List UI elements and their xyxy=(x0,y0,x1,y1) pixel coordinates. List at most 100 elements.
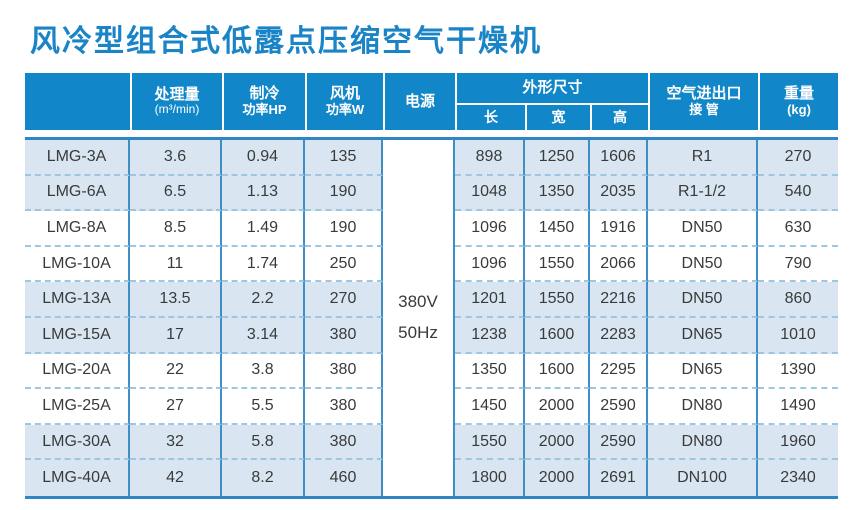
cooling-cell: 0.94 xyxy=(222,140,305,176)
header-pipe-line1: 空气进出口 xyxy=(666,85,742,103)
capacity-cell: 8.5 xyxy=(130,211,222,247)
capacity-cell: 42 xyxy=(130,460,222,496)
length-cell: 1450 xyxy=(455,389,525,425)
height-cell: 2590 xyxy=(590,389,648,425)
spec-table: 处理量 (m³/min) 制冷 功率HP 风机 功率W 电源 外形尺寸 长 宽 … xyxy=(25,73,838,499)
capacity-cell: 17 xyxy=(130,317,222,354)
header-weight-line1: 重量 xyxy=(783,85,814,103)
header-dim-width: 宽 xyxy=(525,103,590,130)
capacity-cell: 22 xyxy=(130,353,222,390)
header-power-supply: 电源 xyxy=(383,73,455,130)
width-cell: 1550 xyxy=(525,282,590,318)
header-dim-height: 高 xyxy=(590,103,648,130)
header-weight: 重量 (kg) xyxy=(758,73,838,130)
height-cell: 1916 xyxy=(590,211,648,247)
model-cell: LMG-8A xyxy=(25,211,130,247)
cooling-cell: 3.14 xyxy=(222,317,305,354)
header-cooling-line1: 制冷 xyxy=(249,85,280,103)
height-cell: 2590 xyxy=(590,424,648,461)
header-dim-length: 长 xyxy=(455,103,525,130)
length-cell: 1350 xyxy=(455,353,525,390)
weight-cell: 630 xyxy=(758,211,838,247)
page-title: 风冷型组合式低露点压缩空气干燥机 xyxy=(30,25,542,58)
pipe-cell: DN65 xyxy=(648,317,758,354)
pipe-cell: DN80 xyxy=(648,424,758,461)
height-cell: 2216 xyxy=(590,282,648,318)
table-body: 380V 50Hz LMG-3A 3.6 0.94 135 898 1250 1606 R1 2… xyxy=(25,137,838,499)
length-cell: 1096 xyxy=(455,246,525,283)
weight-cell: 1390 xyxy=(758,353,838,390)
length-cell: 1550 xyxy=(455,424,525,461)
length-cell: 1800 xyxy=(455,460,525,496)
fan-cell: 250 xyxy=(305,246,383,283)
header-pipe-line2: 接 管 xyxy=(689,101,719,117)
weight-cell: 1490 xyxy=(758,389,838,425)
pipe-cell: DN50 xyxy=(648,211,758,247)
pipe-cell: DN80 xyxy=(648,389,758,425)
fan-cell: 380 xyxy=(305,424,383,461)
header-air-pipe: 空气进出口 接 管 xyxy=(648,73,758,130)
pipe-cell: R1-1/2 xyxy=(648,175,758,212)
cooling-cell: 8.2 xyxy=(222,460,305,496)
header-cooling-line2: 功率HP xyxy=(242,101,287,117)
width-cell: 1350 xyxy=(525,175,590,212)
cooling-cell: 1.49 xyxy=(222,211,305,247)
fan-cell: 380 xyxy=(305,353,383,390)
power-frequency: 50Hz xyxy=(398,322,438,342)
height-cell: 2691 xyxy=(590,460,648,496)
weight-cell: 540 xyxy=(758,175,838,212)
header-weight-unit: (kg) xyxy=(787,101,811,117)
model-cell: LMG-20A xyxy=(25,353,130,390)
weight-cell: 2340 xyxy=(758,460,838,496)
weight-cell: 270 xyxy=(758,140,838,176)
fan-cell: 190 xyxy=(305,175,383,212)
header-fan-power: 风机 功率W xyxy=(305,73,383,130)
height-cell: 2066 xyxy=(590,246,648,283)
width-cell: 1450 xyxy=(525,211,590,247)
length-cell: 1201 xyxy=(455,282,525,318)
pipe-cell: DN50 xyxy=(648,246,758,283)
width-cell: 1250 xyxy=(525,140,590,176)
width-cell: 2000 xyxy=(525,424,590,461)
model-cell: LMG-10A xyxy=(25,246,130,283)
pipe-cell: DN100 xyxy=(648,460,758,496)
cooling-cell: 1.13 xyxy=(222,175,305,212)
capacity-cell: 11 xyxy=(130,246,222,283)
cooling-cell: 2.2 xyxy=(222,282,305,318)
header-fan-line2: 功率W xyxy=(325,101,365,117)
length-cell: 898 xyxy=(455,140,525,176)
weight-cell: 860 xyxy=(758,282,838,318)
cooling-cell: 5.8 xyxy=(222,424,305,461)
fan-cell: 135 xyxy=(305,140,383,176)
power-voltage: 380V xyxy=(398,292,438,312)
width-cell: 2000 xyxy=(525,389,590,425)
header-model xyxy=(25,73,130,130)
header-cooling-power: 制冷 功率HP xyxy=(222,73,305,130)
width-cell: 2000 xyxy=(525,460,590,496)
model-cell: LMG-25A xyxy=(25,389,130,425)
fan-cell: 380 xyxy=(305,389,383,425)
capacity-cell: 32 xyxy=(130,424,222,461)
width-cell: 1600 xyxy=(525,353,590,390)
height-cell: 2283 xyxy=(590,317,648,354)
model-cell: LMG-13A xyxy=(25,282,130,318)
power-supply-cell: 380V 50Hz xyxy=(383,140,455,496)
height-cell: 2035 xyxy=(590,175,648,212)
model-cell: LMG-6A xyxy=(25,175,130,212)
cooling-cell: 5.5 xyxy=(222,389,305,425)
length-cell: 1096 xyxy=(455,211,525,247)
cooling-cell: 3.8 xyxy=(222,353,305,390)
fan-cell: 270 xyxy=(305,282,383,318)
weight-cell: 1010 xyxy=(758,317,838,354)
header-capacity-line1: 处理量 xyxy=(154,85,200,103)
height-cell: 1606 xyxy=(590,140,648,176)
capacity-cell: 3.6 xyxy=(130,140,222,176)
length-cell: 1048 xyxy=(455,175,525,212)
pipe-cell: DN50 xyxy=(648,282,758,318)
capacity-cell: 13.5 xyxy=(130,282,222,318)
model-cell: LMG-40A xyxy=(25,460,130,496)
capacity-cell: 27 xyxy=(130,389,222,425)
model-cell: LMG-3A xyxy=(25,140,130,176)
height-cell: 2295 xyxy=(590,353,648,390)
